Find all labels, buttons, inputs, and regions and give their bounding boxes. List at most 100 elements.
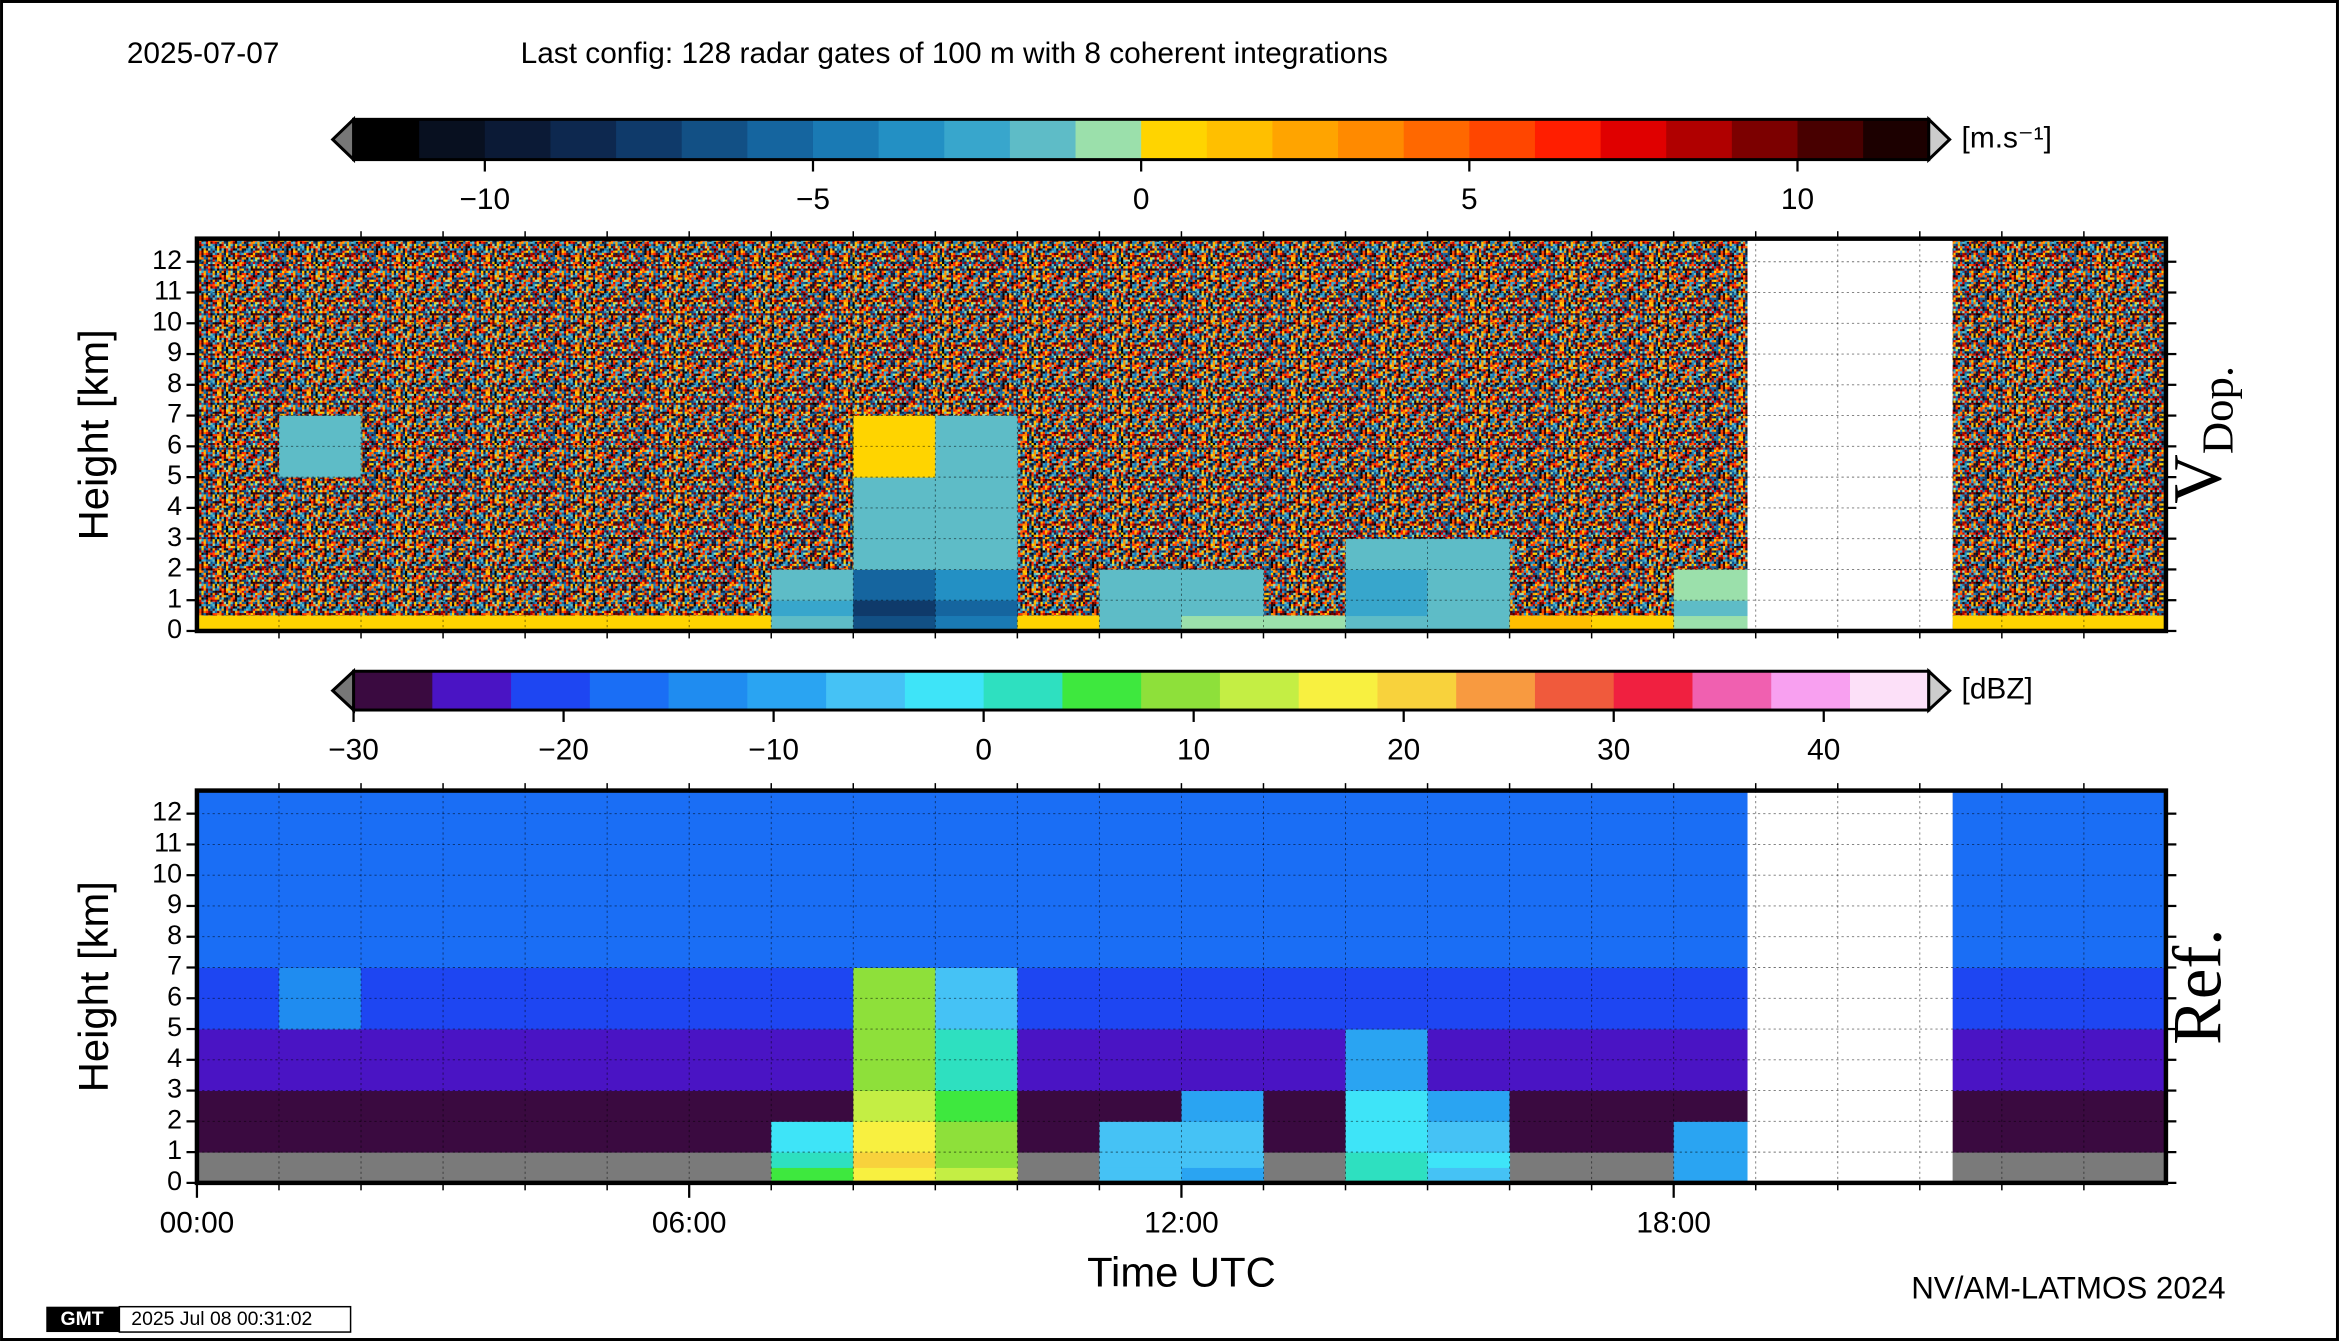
colorbar-swatch [1377, 671, 1457, 711]
cell [1181, 600, 1264, 617]
cell [1345, 600, 1429, 617]
cell [935, 569, 1018, 601]
cell [1181, 790, 1264, 968]
y-tick-label: 6 [167, 429, 182, 459]
colorbar-swatch [353, 119, 420, 160]
cell [443, 1121, 526, 1153]
cell [1427, 538, 1511, 570]
cell [1952, 790, 2003, 968]
y-tick-label: 1 [167, 1135, 182, 1165]
cell [1427, 1090, 1511, 1122]
y-tick-label: 0 [167, 614, 182, 644]
cell [935, 538, 1018, 570]
panel-label: VDop. [2159, 366, 2242, 504]
cell [689, 790, 772, 968]
colorbar-swatch [616, 119, 683, 160]
colorbar-swatch [484, 119, 552, 160]
cell [853, 1167, 936, 1184]
cell [607, 1090, 690, 1122]
logo: GMT [61, 1308, 104, 1330]
cell [2001, 615, 2085, 632]
cell [1099, 1152, 1182, 1168]
y-tick-label: 8 [167, 368, 182, 398]
colorbar-tick-label: −30 [328, 734, 379, 767]
colorbar-swatch [550, 119, 617, 160]
colorbar-tick-label: −20 [538, 734, 589, 767]
x-tick-label: 00:00 [160, 1207, 235, 1240]
y-tick-label: 3 [167, 1074, 182, 1104]
y-tick-label: 11 [154, 276, 182, 306]
y-tick-label: 6 [167, 981, 182, 1011]
y-tick-label: 10 [152, 306, 182, 336]
cell [443, 790, 526, 968]
colorbar-swatch [668, 671, 748, 711]
cell [935, 1152, 1018, 1168]
cell [1017, 1090, 1100, 1122]
colorbar-over [1927, 667, 1952, 714]
colorbar-swatch [419, 119, 486, 160]
cell [196, 1090, 280, 1122]
cell [2001, 1121, 2085, 1153]
colorbar-tick-label: 0 [975, 734, 992, 767]
x-tick-label: 06:00 [652, 1207, 727, 1240]
colorbar-under [330, 115, 356, 164]
cell [1673, 1121, 1748, 1153]
y-tick-label: 5 [167, 1012, 182, 1042]
cell [771, 790, 854, 968]
colorbar-tick-label: 10 [1177, 734, 1210, 767]
cell [853, 538, 936, 570]
cell [1591, 615, 1675, 632]
cell [1591, 790, 1675, 968]
cell [443, 615, 526, 632]
cell [525, 1121, 608, 1153]
colorbar-swatch [1062, 671, 1142, 711]
cell [1263, 790, 1346, 968]
cell [1181, 615, 1264, 632]
cell [1427, 600, 1511, 617]
y-tick-label: 10 [152, 858, 182, 888]
y-tick-label: 9 [167, 337, 182, 367]
colorbar-tick-label: −10 [460, 183, 511, 216]
colorbar-swatch [1849, 671, 1930, 711]
colorbar-tick-label: −10 [748, 734, 799, 767]
cell [525, 1090, 608, 1122]
colorbar-tick-label: 40 [1807, 734, 1840, 767]
panel-frame [194, 236, 2169, 634]
cell [525, 790, 608, 968]
colorbar-over [1927, 115, 1952, 164]
cell [1427, 615, 1511, 632]
cell [1952, 1090, 2003, 1122]
cell [1509, 615, 1593, 632]
cell [1427, 790, 1511, 968]
cell [361, 1121, 444, 1153]
y-tick-label: 0 [167, 1166, 182, 1196]
colorbar-tick-label: 20 [1387, 734, 1420, 767]
cell [1099, 615, 1182, 632]
cell [1427, 569, 1511, 601]
cell [1673, 1029, 1748, 1092]
cell [361, 1090, 444, 1122]
cell [1017, 1121, 1100, 1153]
y-tick-label: 4 [167, 1043, 182, 1073]
cell [1345, 1167, 1429, 1184]
cell [2083, 1121, 2167, 1153]
cell [1673, 790, 1748, 968]
cell [1017, 615, 1100, 632]
cell [1673, 1167, 1748, 1184]
colorbar-swatch [1797, 119, 1864, 160]
cell [1509, 1090, 1593, 1122]
cell [607, 1121, 690, 1153]
colorbar-swatch [1534, 119, 1602, 160]
colorbar-swatch [1863, 119, 1930, 160]
cell [771, 615, 854, 632]
y-axis-title: Height [km] [70, 881, 117, 1092]
y-tick-label: 2 [167, 553, 182, 583]
colorbar-unit: [m.s⁻¹] [1962, 121, 2052, 154]
cell [1263, 1090, 1346, 1122]
cell [689, 1121, 772, 1153]
y-tick-label: 12 [152, 797, 182, 827]
y-tick-label: 3 [167, 522, 182, 552]
cell [196, 790, 280, 968]
colorbar-swatch [1338, 119, 1405, 160]
timestamp-box [118, 1305, 352, 1333]
